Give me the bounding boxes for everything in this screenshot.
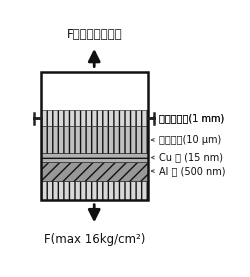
Text: Cu 膜 (15 nm): Cu 膜 (15 nm) [159,153,223,163]
Bar [41,161,148,181]
Text: F　引っ張り荷重: F 引っ張り荷重 [66,28,122,41]
Text: F(max 16kg/cm²): F(max 16kg/cm²) [44,233,145,246]
Bar [41,181,148,200]
Text: 高分子膜(10 μm): 高分子膜(10 μm) [159,135,222,145]
Text: ガラス基板(1 mm): ガラス基板(1 mm) [159,113,224,123]
Text: ガラス基板(1 mm): ガラス基板(1 mm) [159,113,224,123]
Bar [41,126,148,153]
Bar [41,72,148,200]
Bar [41,153,148,161]
Text: Al 膜 (500 nm): Al 膜 (500 nm) [159,166,226,176]
Bar [41,110,148,126]
